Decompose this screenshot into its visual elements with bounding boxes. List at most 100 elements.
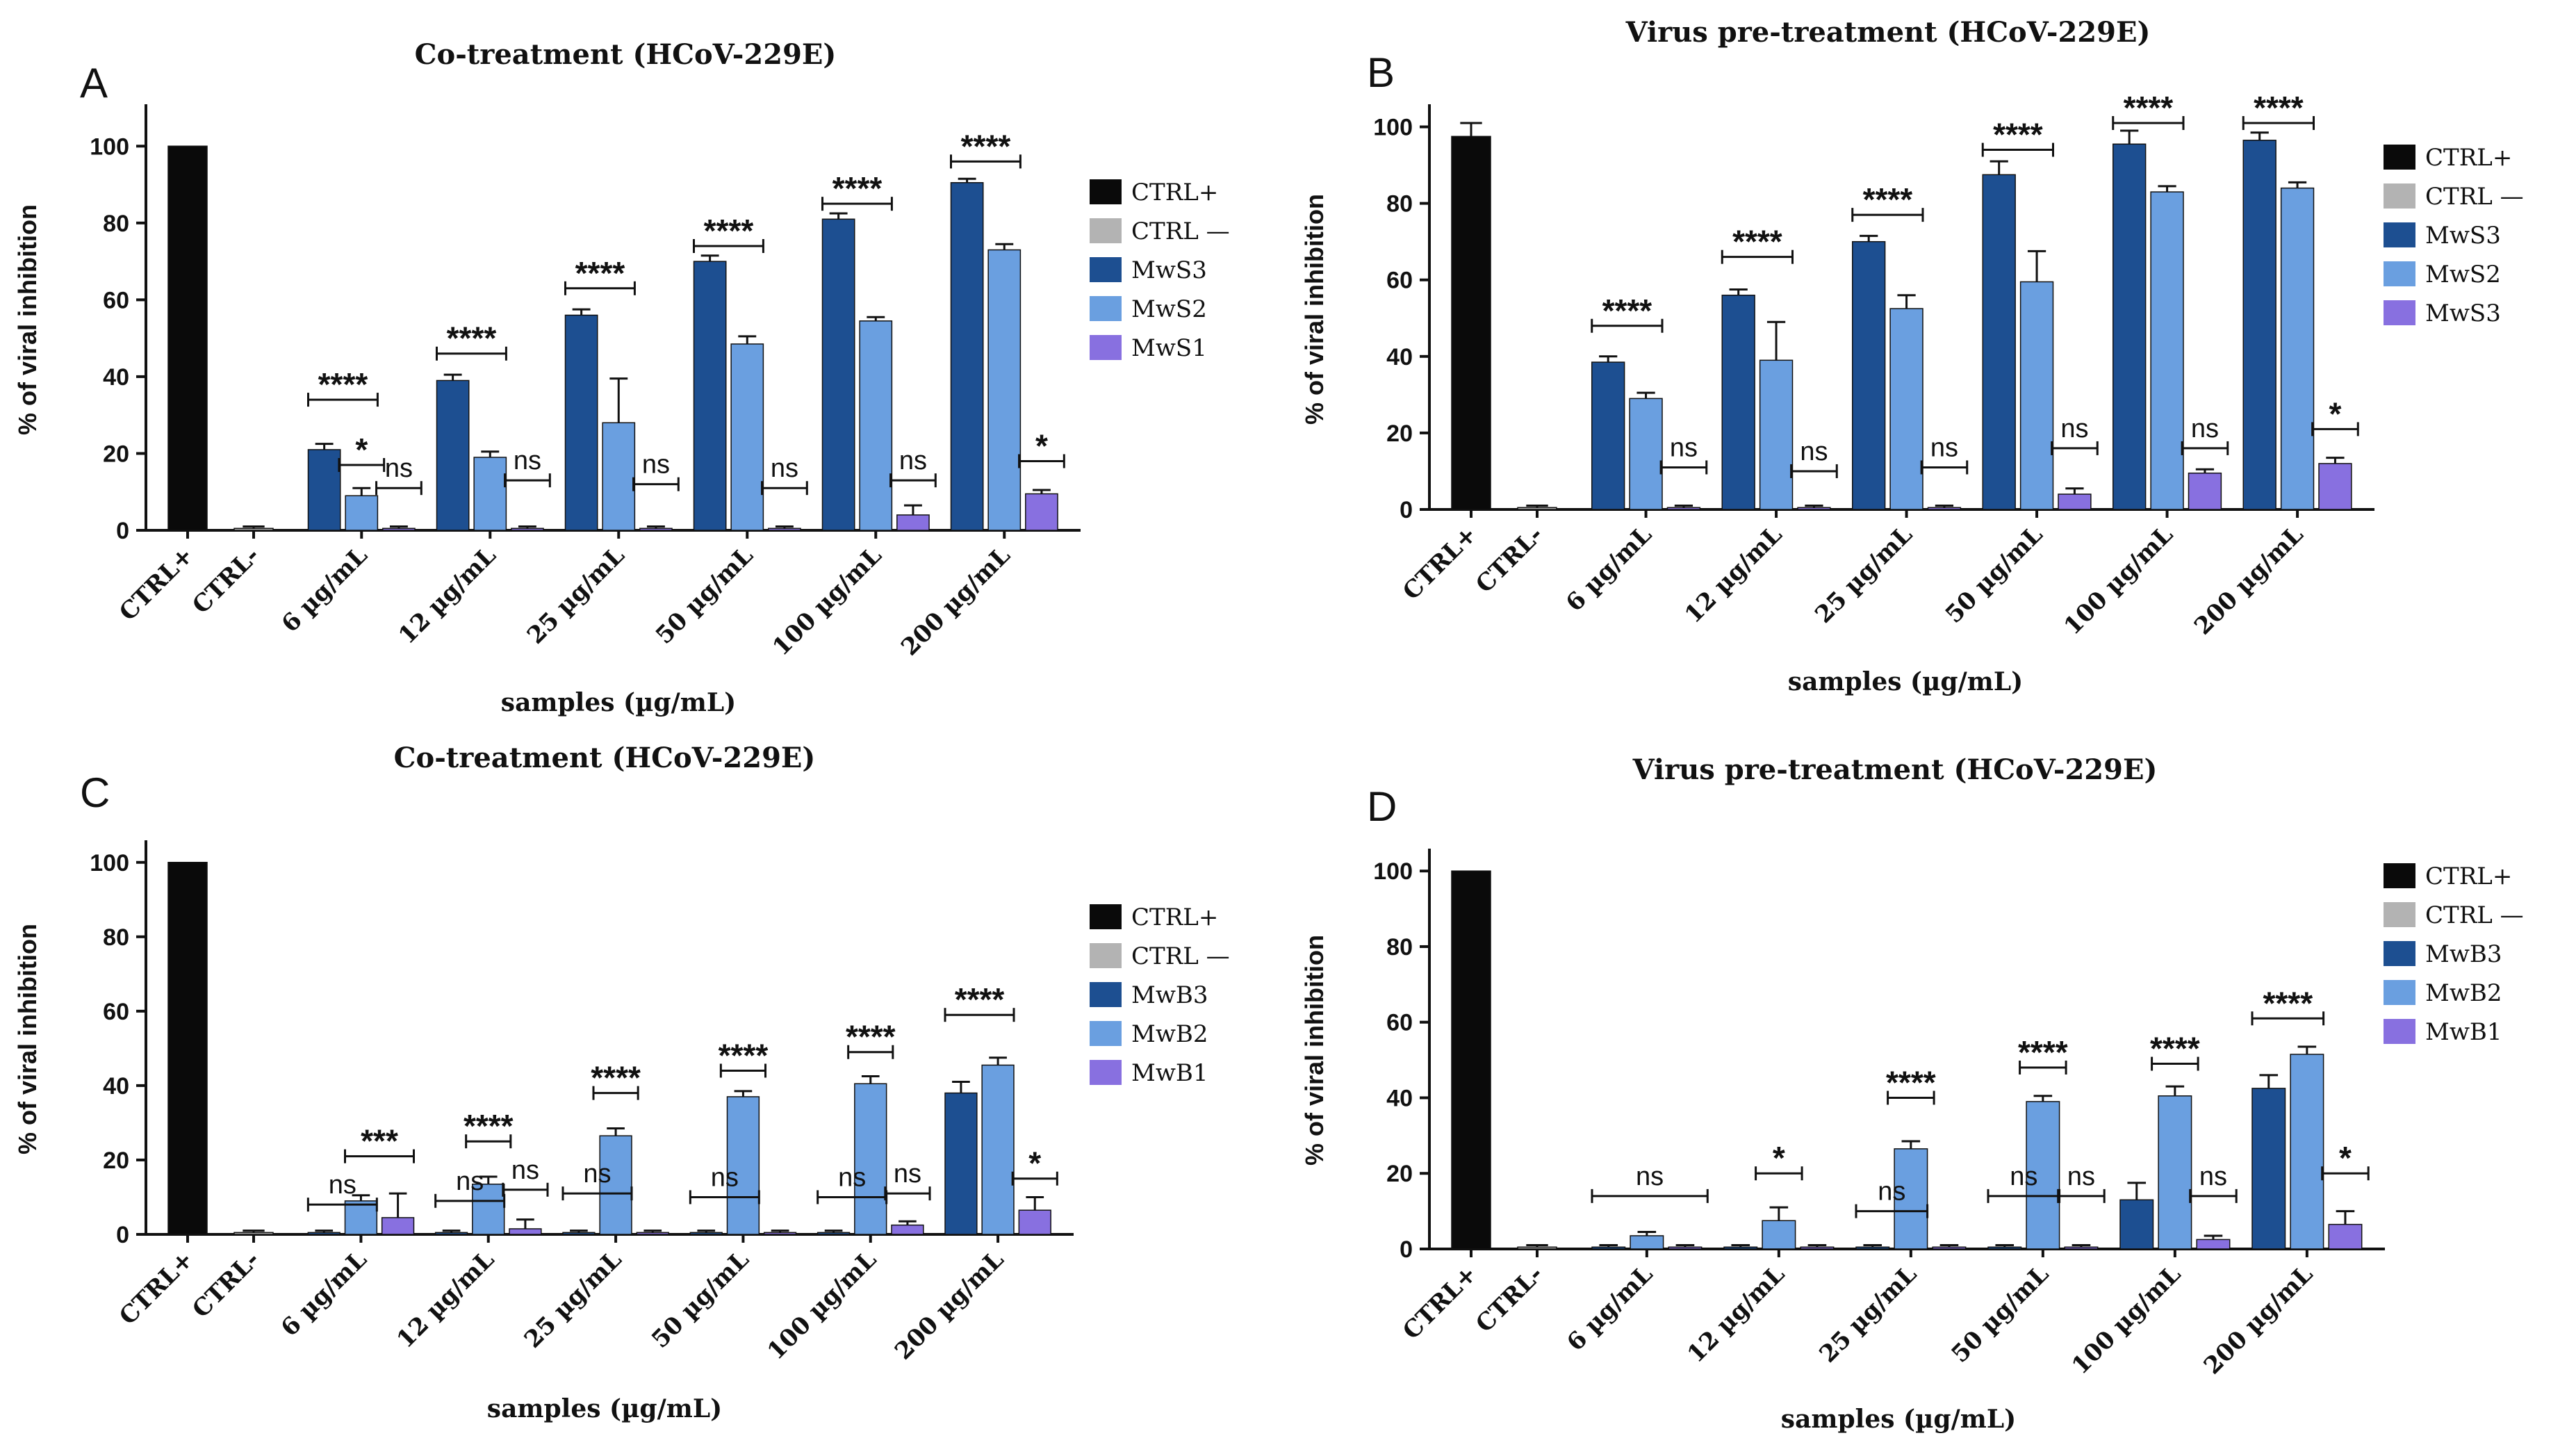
x-tick-label: 25 µg/mL bbox=[519, 1245, 627, 1354]
chart-title: Co-treatment (HCoV-229E) bbox=[415, 38, 837, 71]
bar-mws3 bbox=[693, 261, 727, 531]
chart-title: Co-treatment (HCoV-229E) bbox=[394, 742, 816, 774]
significance-label: ns bbox=[711, 1163, 739, 1192]
bar-mwb2 bbox=[981, 1064, 1015, 1235]
legend-swatch bbox=[1090, 296, 1122, 321]
bar-mwb1 bbox=[1018, 1209, 1051, 1235]
legend-swatch bbox=[2384, 300, 2415, 325]
significance-label: ns bbox=[456, 1167, 484, 1196]
bar-ctrl-neg bbox=[233, 528, 274, 531]
significance-label: **** bbox=[318, 366, 368, 402]
x-tick-label: 100 µg/mL bbox=[2067, 1260, 2186, 1380]
y-axis-label: % of viral inhibition bbox=[13, 204, 42, 435]
bar-mwb1 bbox=[763, 1232, 797, 1235]
chart-title: Virus pre-treatment (HCoV-229E) bbox=[1632, 753, 2158, 786]
x-tick-label: 6 µg/mL bbox=[276, 1245, 372, 1342]
bar-mwb3 bbox=[1723, 1246, 1758, 1250]
y-tick-label: 0 bbox=[1400, 497, 1413, 523]
x-tick-label: 12 µg/mL bbox=[1682, 1260, 1791, 1369]
panel-d: Virus pre-treatment (HCoV-229E) D 0 20 40 60 8… bbox=[1300, 753, 2524, 1434]
significance-label: * bbox=[355, 432, 368, 468]
bar-mwb2 bbox=[2158, 1095, 2192, 1250]
bar-mws1 bbox=[382, 528, 416, 531]
significance-label: **** bbox=[2124, 90, 2174, 126]
bar-ctrl-pos bbox=[1451, 870, 1491, 1250]
bar-mwb1 bbox=[2064, 1246, 2099, 1250]
legend-swatch bbox=[1090, 904, 1122, 929]
y-tick-label: 0 bbox=[1400, 1236, 1413, 1263]
bar-mwb1 bbox=[2328, 1223, 2363, 1250]
x-tick-label: CTRL+ bbox=[114, 1245, 199, 1330]
y-tick-label: 20 bbox=[1386, 420, 1413, 447]
y-tick-label: 40 bbox=[1386, 1085, 1413, 1111]
y-axis-label: % of viral inhibition bbox=[13, 924, 42, 1154]
significance-label: ns bbox=[2010, 1162, 2037, 1191]
legend-label: MwS1 bbox=[1131, 334, 1207, 362]
legend-label: CTRL+ bbox=[1131, 179, 1218, 206]
bar-mwb1 bbox=[2196, 1239, 2231, 1250]
bar-mws2 bbox=[2280, 187, 2315, 510]
bar-mwb1 bbox=[1932, 1246, 1967, 1250]
bar-ctrl-neg bbox=[233, 1232, 274, 1235]
significance-label: **** bbox=[447, 320, 497, 357]
bar-mws3 bbox=[821, 218, 855, 531]
legend-label: MwB3 bbox=[2425, 940, 2502, 968]
bar-mws3 bbox=[1666, 507, 1701, 510]
y-tick-label: 20 bbox=[103, 441, 129, 467]
bar-mws2 bbox=[1759, 359, 1794, 510]
x-tick-label: 200 µg/mL bbox=[2199, 1260, 2318, 1380]
bar-mwb3 bbox=[307, 1232, 341, 1235]
legend-swatch bbox=[1090, 1021, 1122, 1046]
x-axis-label: samples (µg/mL) bbox=[487, 1394, 722, 1423]
y-tick-label: 0 bbox=[116, 1222, 129, 1248]
bar-mws3 bbox=[1721, 294, 1755, 510]
significance-label: ns bbox=[514, 446, 541, 475]
x-axis-label: samples (µg/mL) bbox=[501, 688, 736, 717]
bar-mwb2 bbox=[1762, 1220, 1796, 1250]
panel-b: Virus pre-treatment (HCoV-229E) B 0 20 40 60 8… bbox=[1300, 16, 2524, 696]
legend-swatch bbox=[2384, 183, 2415, 209]
panel-letter: A bbox=[80, 60, 108, 106]
bar-mws2 bbox=[2150, 191, 2184, 510]
significance-label: * bbox=[1028, 1145, 1041, 1182]
x-tick-label: 12 µg/mL bbox=[393, 541, 502, 650]
y-tick-label: 60 bbox=[103, 287, 129, 313]
significance-label: **** bbox=[2263, 985, 2313, 1021]
legend-swatch bbox=[1090, 1060, 1122, 1085]
x-axis-label: samples (µg/mL) bbox=[1788, 667, 2023, 696]
bar-mwb2 bbox=[1630, 1235, 1664, 1250]
significance-label: **** bbox=[1732, 224, 1782, 260]
significance-label: ns bbox=[385, 454, 413, 483]
bar-mwb1 bbox=[381, 1217, 415, 1235]
bar-mws3 bbox=[950, 182, 984, 531]
y-tick-label: 80 bbox=[1386, 191, 1413, 218]
legend-label: MwS3 bbox=[2425, 222, 2501, 250]
y-tick-label: 60 bbox=[1386, 268, 1413, 294]
significance-label: ns bbox=[329, 1170, 356, 1200]
bar-mwb2 bbox=[1894, 1148, 1928, 1250]
significance-label: **** bbox=[704, 213, 754, 249]
legend-swatch bbox=[2384, 980, 2415, 1005]
legend-label: MwB2 bbox=[2425, 979, 2502, 1007]
panel-letter: D bbox=[1367, 783, 1397, 830]
bar-mws1 bbox=[896, 514, 930, 531]
bar-mwb1 bbox=[1800, 1246, 1835, 1250]
y-tick-label: 0 bbox=[116, 518, 129, 544]
y-tick-label: 60 bbox=[103, 999, 129, 1025]
bar-ctrl-pos bbox=[167, 145, 208, 531]
legend-swatch bbox=[2384, 222, 2415, 247]
legend-swatch bbox=[2384, 863, 2415, 888]
bar-mwb3 bbox=[2119, 1199, 2154, 1250]
x-tick-label: 6 µg/mL bbox=[1561, 521, 1657, 617]
panel-letter: C bbox=[80, 769, 110, 816]
bar-mws2 bbox=[602, 422, 636, 531]
significance-label: * bbox=[2339, 1140, 2352, 1176]
panel-c: Co-treatment (HCoV-229E) C 0 20 40 60 80 100 % o… bbox=[13, 742, 1230, 1423]
bar-mwb3 bbox=[434, 1232, 468, 1235]
significance-label: * bbox=[1035, 428, 1048, 464]
bar-mwb1 bbox=[509, 1228, 542, 1235]
legend-swatch bbox=[1090, 335, 1122, 360]
y-tick-label: 60 bbox=[1386, 1010, 1413, 1036]
significance-label: * bbox=[1773, 1140, 1785, 1176]
bar-mws1 bbox=[768, 528, 801, 531]
